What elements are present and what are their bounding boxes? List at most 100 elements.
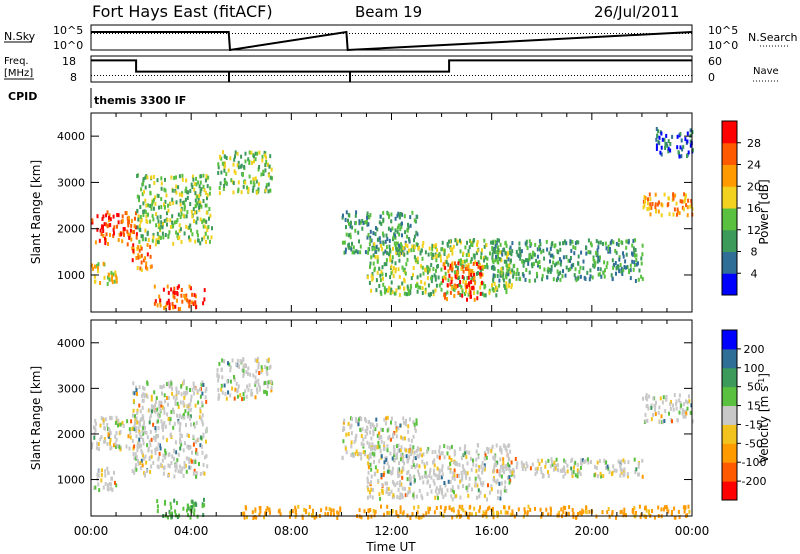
range-cell bbox=[183, 465, 186, 470]
frequency-line bbox=[91, 59, 692, 73]
range-cell bbox=[398, 215, 401, 220]
range-cell bbox=[443, 444, 446, 449]
range-cell bbox=[350, 220, 352, 225]
range-cell bbox=[508, 457, 511, 462]
range-cell bbox=[132, 413, 134, 418]
range-cell bbox=[294, 509, 297, 514]
range-cell bbox=[369, 264, 371, 269]
range-cell bbox=[680, 403, 683, 408]
range-cell bbox=[180, 470, 183, 474]
range-cell bbox=[571, 239, 574, 244]
range-cell bbox=[267, 380, 270, 385]
range-cell bbox=[681, 411, 684, 416]
range-cell bbox=[688, 509, 691, 514]
range-cell bbox=[494, 273, 496, 278]
range-cell bbox=[188, 457, 190, 462]
range-cell bbox=[413, 218, 416, 223]
range-cell bbox=[137, 217, 140, 222]
range-cell bbox=[585, 251, 588, 256]
range-cell bbox=[267, 173, 270, 178]
range-cell bbox=[255, 190, 258, 195]
range-cell bbox=[347, 212, 350, 217]
range-cell bbox=[202, 224, 205, 229]
range-cell bbox=[421, 459, 424, 464]
range-cell bbox=[494, 258, 497, 263]
range-cell bbox=[443, 481, 446, 485]
range-cell bbox=[427, 292, 430, 297]
range-cell bbox=[220, 156, 223, 161]
range-cell bbox=[179, 440, 182, 444]
range-cell bbox=[201, 419, 204, 424]
range-cell bbox=[438, 445, 441, 450]
range-cell bbox=[118, 422, 121, 427]
range-cell bbox=[142, 201, 145, 206]
range-cell bbox=[532, 262, 535, 266]
range-cell bbox=[492, 469, 495, 474]
range-cell bbox=[203, 288, 206, 293]
range-cell bbox=[177, 212, 180, 217]
range-cell bbox=[574, 473, 577, 478]
range-cell bbox=[264, 512, 267, 517]
range-cell bbox=[649, 212, 652, 217]
range-cell bbox=[464, 510, 467, 515]
range-cell bbox=[195, 220, 198, 225]
range-cell bbox=[504, 510, 507, 515]
range-cell bbox=[570, 265, 573, 270]
range-cell bbox=[167, 396, 170, 400]
range-cell bbox=[142, 423, 145, 428]
range-cell bbox=[664, 146, 667, 150]
range-cell bbox=[653, 515, 656, 520]
range-cell bbox=[577, 275, 580, 280]
range-cell bbox=[656, 133, 659, 138]
range-cell bbox=[472, 261, 475, 266]
range-cell bbox=[584, 459, 587, 464]
range-cell bbox=[686, 139, 689, 144]
range-cell bbox=[347, 243, 350, 248]
range-cell bbox=[492, 277, 495, 282]
range-cell bbox=[91, 442, 94, 447]
range-cell bbox=[502, 272, 505, 277]
range-cell bbox=[373, 246, 376, 251]
range-cell bbox=[470, 272, 473, 277]
range-cell bbox=[141, 399, 144, 403]
range-cell bbox=[188, 301, 191, 306]
range-cell bbox=[227, 361, 229, 366]
range-cell bbox=[399, 423, 402, 428]
range-cell bbox=[113, 470, 115, 475]
range-cell bbox=[391, 255, 394, 260]
range-cell bbox=[398, 212, 401, 217]
range-cell bbox=[380, 427, 383, 432]
range-cell bbox=[433, 481, 436, 486]
range-cell bbox=[393, 445, 395, 449]
range-cell bbox=[649, 202, 652, 207]
range-cell bbox=[188, 235, 190, 240]
range-cell bbox=[154, 448, 157, 452]
range-cell bbox=[404, 436, 406, 441]
range-cell bbox=[175, 175, 177, 180]
range-cell bbox=[371, 442, 374, 447]
range-cell bbox=[228, 362, 231, 367]
range-cell bbox=[529, 466, 532, 471]
range-cell bbox=[260, 365, 263, 370]
range-cell bbox=[519, 253, 522, 258]
range-cell bbox=[661, 137, 664, 142]
range-cell bbox=[363, 509, 366, 514]
range-cell bbox=[217, 374, 220, 379]
range-cell bbox=[404, 240, 407, 245]
range-cell bbox=[379, 496, 382, 501]
range-cell bbox=[625, 252, 628, 257]
range-cell bbox=[460, 267, 463, 271]
range-cell bbox=[418, 464, 421, 469]
range-cell bbox=[640, 261, 643, 266]
range-cell bbox=[406, 493, 409, 497]
range-cell bbox=[110, 486, 113, 491]
range-cell bbox=[146, 266, 149, 271]
range-cell bbox=[203, 235, 206, 240]
range-cell bbox=[133, 470, 136, 475]
range-cell bbox=[570, 459, 573, 463]
range-cell bbox=[632, 239, 635, 243]
range-cell bbox=[650, 417, 653, 422]
range-cell bbox=[620, 240, 623, 245]
range-cell bbox=[449, 461, 452, 466]
